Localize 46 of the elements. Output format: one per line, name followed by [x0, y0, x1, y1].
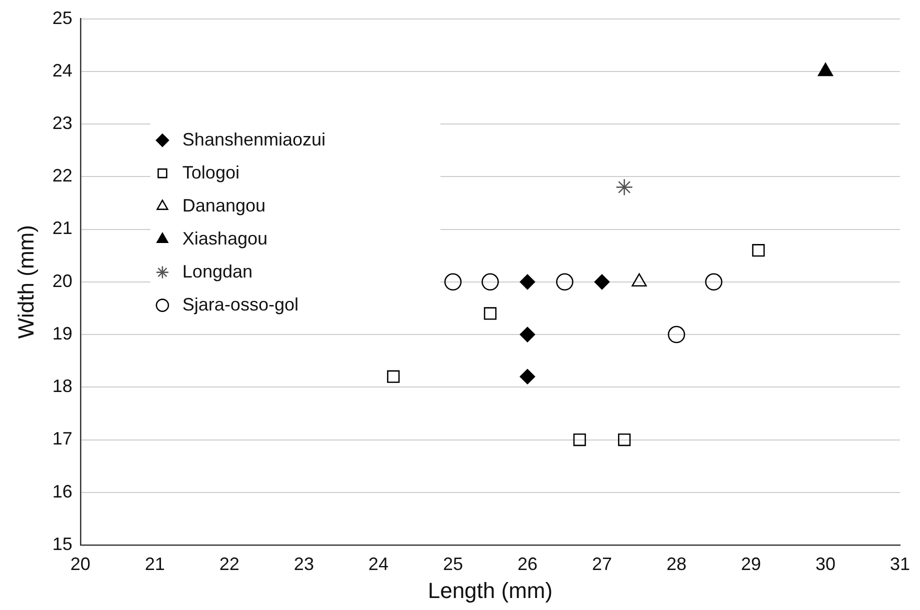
point: [444, 273, 462, 291]
y-tick-label: 22: [52, 166, 72, 186]
legend-label: Shanshenmiaozui: [182, 129, 326, 150]
y-tick-label: 20: [52, 270, 72, 291]
y-tick-label: 23: [52, 113, 72, 134]
x-tick-label: 30: [815, 554, 836, 574]
y-tick-label: 15: [52, 534, 72, 554]
x-tick-label: 24: [368, 554, 388, 574]
point: [705, 273, 722, 291]
x-axis-title: Length (mm): [428, 578, 553, 603]
y-tick-label: 19: [52, 323, 72, 344]
x-tick-label: 21: [144, 554, 165, 574]
point: [387, 370, 400, 383]
x-tick-label: 23: [294, 554, 314, 574]
y-axis-title: Width (mm): [13, 225, 38, 339]
y-tick-label: 16: [52, 481, 72, 502]
point: [668, 326, 686, 344]
x-tick-label: 22: [219, 554, 240, 574]
x-tick-label: 26: [517, 554, 538, 574]
legend-label: Xiashagou: [182, 228, 268, 248]
legend-label: Danangou: [182, 195, 266, 216]
x-tick-label: 28: [666, 554, 686, 574]
point: [594, 274, 610, 290]
legend-label: Sjara-osso-gol: [182, 294, 298, 314]
x-tick-label: 27: [592, 554, 612, 574]
point: [520, 326, 536, 342]
point: [520, 274, 536, 290]
x-tick-label: 29: [740, 554, 761, 574]
x-tick-label: 31: [890, 554, 910, 574]
point: [556, 273, 574, 291]
point: [752, 244, 765, 257]
x-tick-label: 25: [442, 554, 463, 574]
y-tick-label: 24: [52, 60, 72, 80]
legend-label: Tologoi: [182, 162, 240, 182]
point: [618, 433, 631, 446]
y-tick-label: 25: [52, 8, 72, 28]
point: [484, 307, 497, 320]
point: [616, 178, 633, 196]
y-tick-label: 17: [52, 428, 72, 449]
point: [573, 433, 586, 446]
y-tick-label: 21: [52, 218, 72, 238]
y-tick-label: 18: [52, 376, 72, 396]
point: [482, 273, 499, 291]
legend-label: Longdan: [182, 261, 252, 282]
point: [520, 368, 536, 384]
x-tick-label: 20: [70, 554, 90, 574]
